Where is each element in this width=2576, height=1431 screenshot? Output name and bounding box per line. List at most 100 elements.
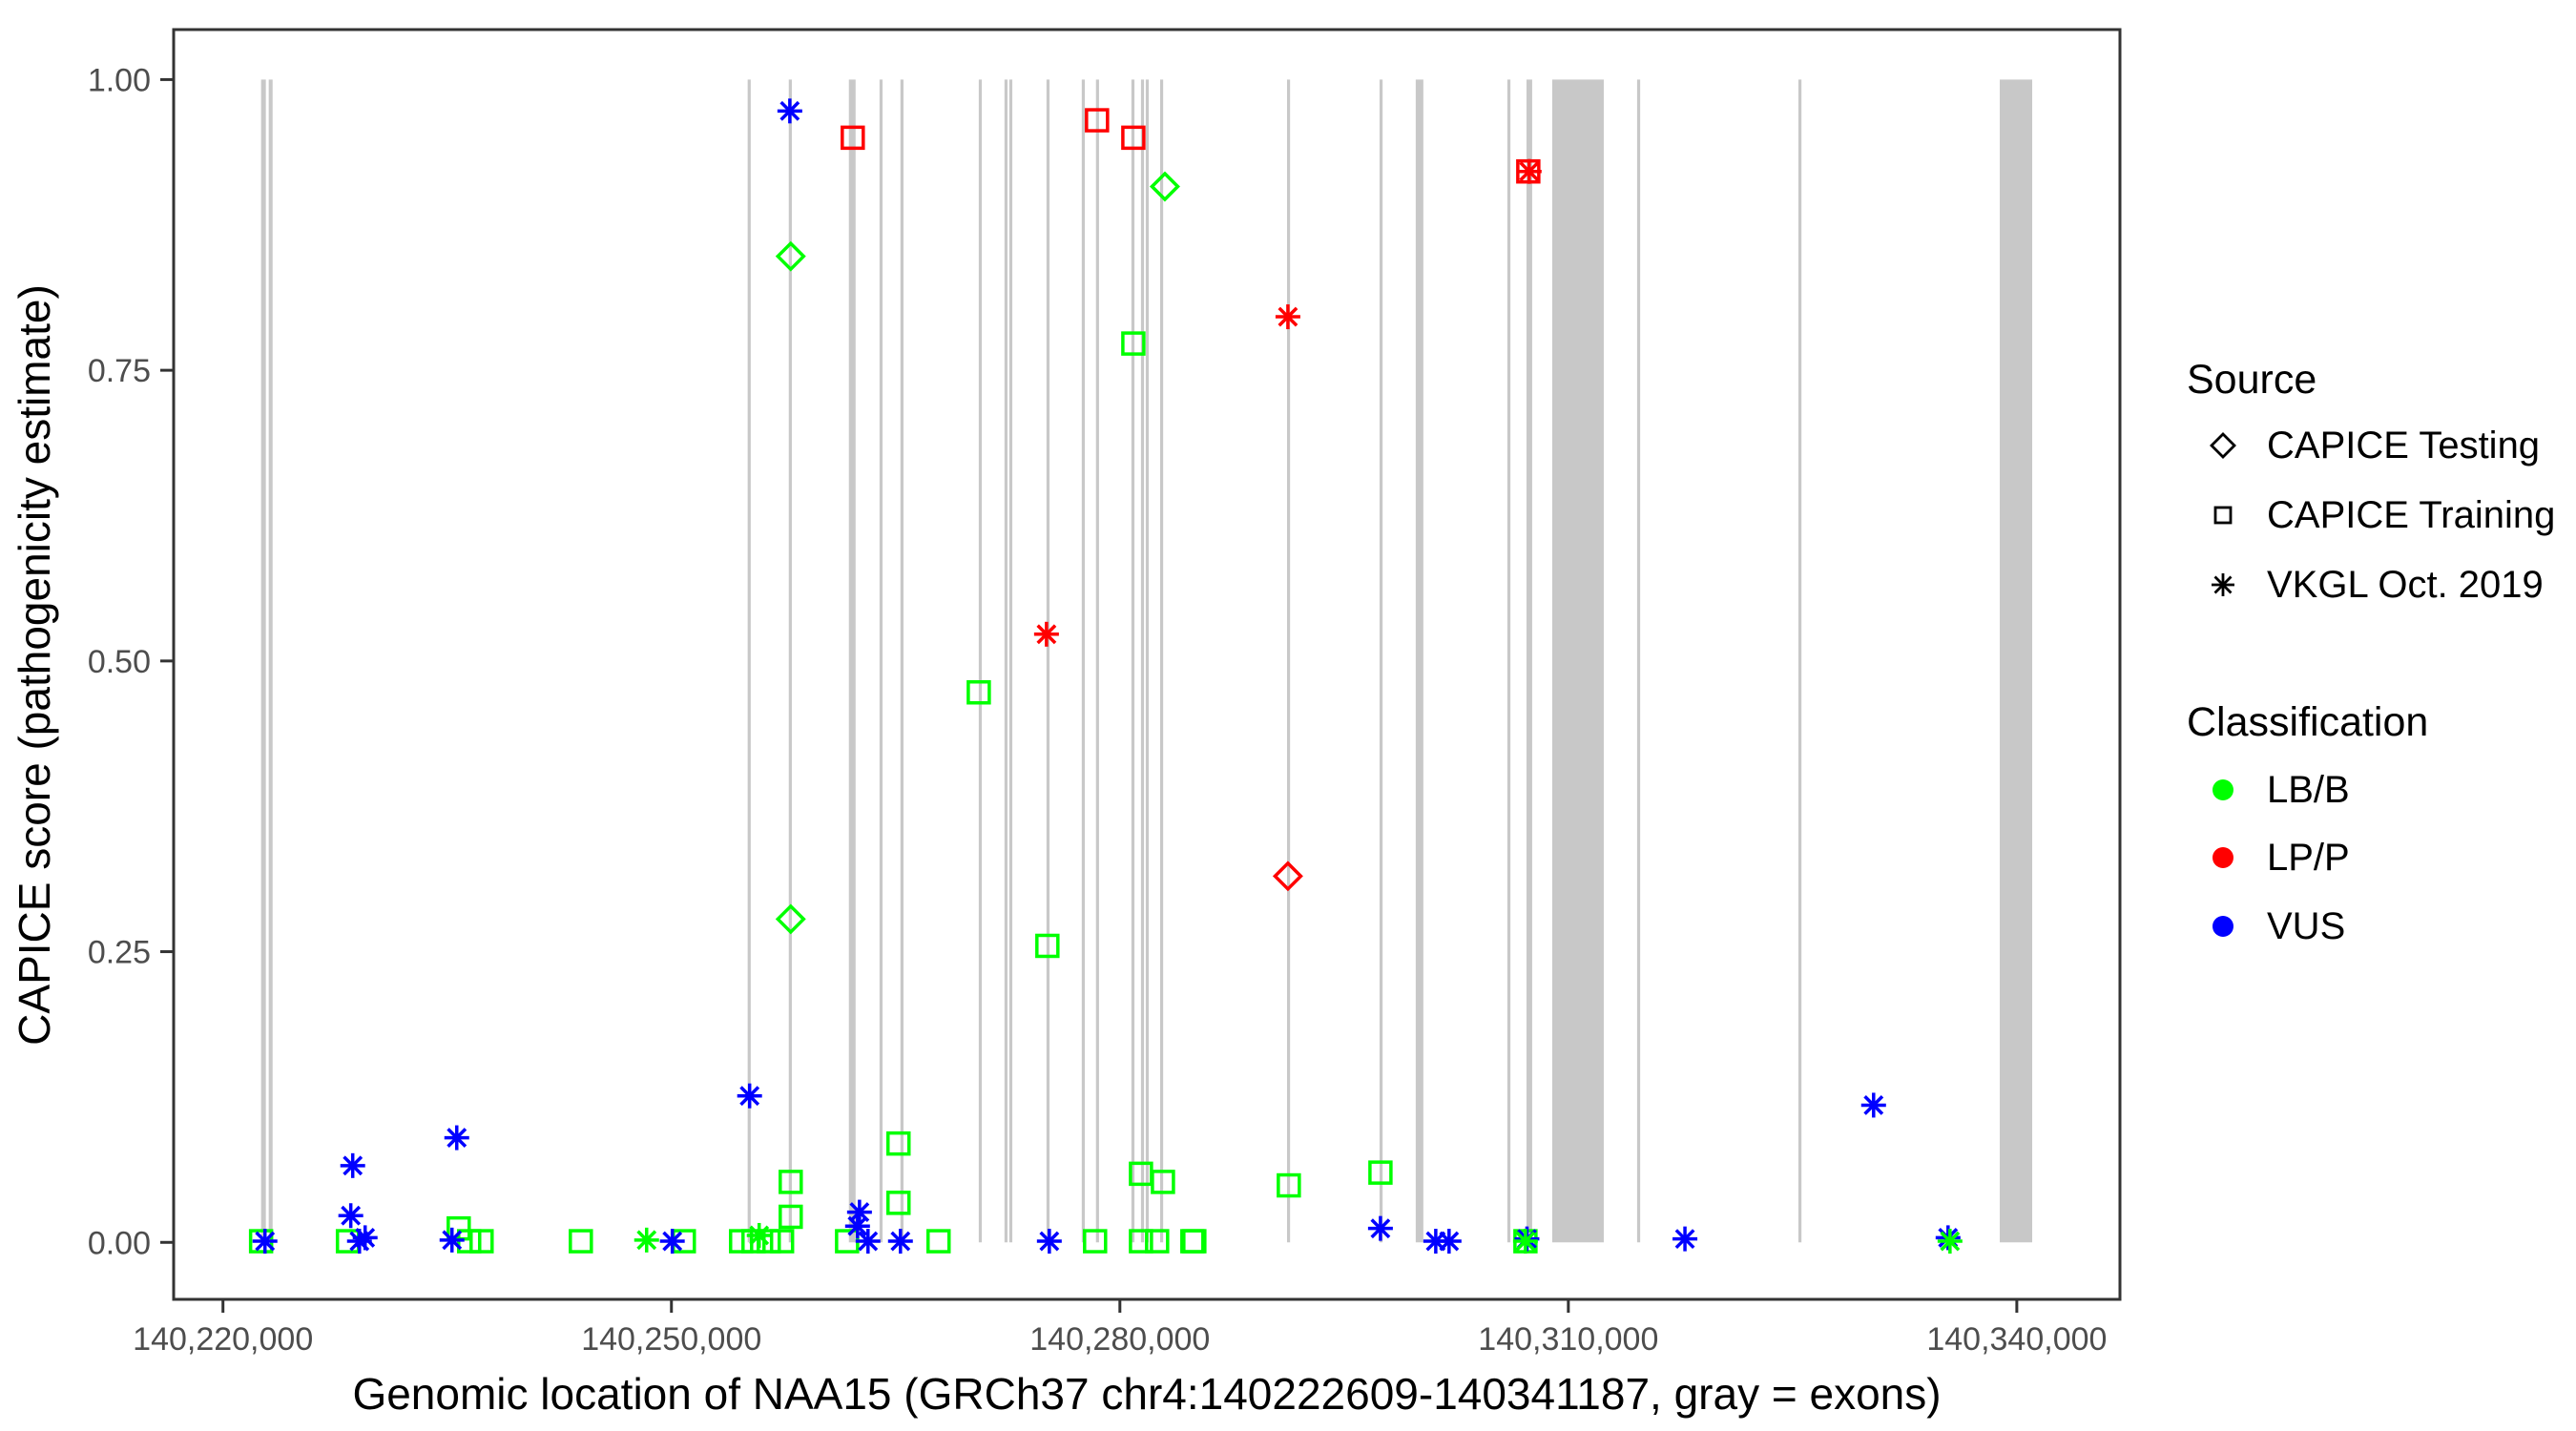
data-point-asterisk: [1367, 1215, 1393, 1241]
exon-bar: [900, 79, 904, 1243]
data-point-asterisk: [439, 1227, 465, 1253]
legend-item-vkgl-oct-2019: VKGL Oct. 2019: [2204, 562, 2544, 608]
legend-item-label: CAPICE Testing: [2267, 424, 2541, 467]
exon-bar: [1797, 79, 1802, 1243]
legend-item-capice-testing: CAPICE Testing: [2204, 423, 2540, 468]
legend-item-vus: VUS: [2204, 903, 2345, 949]
data-point-square: [1145, 1229, 1170, 1254]
y-tick-label: 0.00: [88, 1225, 151, 1261]
square-icon: [2213, 506, 2233, 525]
data-point-square: [1129, 1229, 1153, 1254]
data-point-diamond: [775, 903, 806, 935]
exon-bar: [268, 79, 273, 1243]
data-point-asterisk: [1436, 1229, 1462, 1255]
y-axis: 0.00 0.25 0.50 0.75 1.00: [88, 62, 174, 1261]
x-axis-title: Genomic location of NAA15 (GRCh37 chr4:1…: [352, 1369, 1941, 1419]
legend: Source CAPICE Testing CAPICE Training VKGL…: [2175, 0, 2576, 1431]
exon-bar: [1145, 79, 1150, 1243]
legend-source-title: Source: [2187, 357, 2317, 403]
data-point-asterisk: [444, 1125, 469, 1151]
x-tick-label: 140,310,000: [1478, 1321, 1658, 1358]
exon-bar: [788, 79, 792, 1243]
data-point-asterisk: [1033, 621, 1059, 647]
exon-bar: [1131, 79, 1135, 1243]
exon-bar: [1526, 79, 1532, 1243]
data-point-square: [966, 680, 991, 705]
data-point-square: [1277, 1172, 1301, 1198]
exon-bar: [1081, 79, 1086, 1243]
data-point-diamond: [775, 240, 806, 272]
data-point-square: [841, 125, 865, 151]
exon-bar: [1004, 79, 1008, 1243]
data-point-square: [769, 1229, 795, 1254]
exon-bar: [1159, 79, 1164, 1243]
data-point-square: [1035, 933, 1060, 959]
data-point-square: [1368, 1160, 1393, 1185]
x-tick-label: 140,250,000: [581, 1321, 761, 1358]
data-point-asterisk: [1937, 1229, 1963, 1255]
exon-bar: [1046, 79, 1050, 1243]
exon-bar: [978, 79, 983, 1243]
data-point-asterisk: [1512, 1229, 1538, 1255]
legend-item-label: VUS: [2267, 904, 2346, 947]
data-point-square: [886, 1130, 911, 1156]
exon-bar: [848, 79, 856, 1243]
data-point-square: [1151, 1170, 1175, 1194]
data-point-square: [1182, 1229, 1207, 1254]
data-point-asterisk: [1036, 1229, 1062, 1255]
data-point-asterisk: [887, 1229, 913, 1255]
data-point-asterisk: [746, 1222, 772, 1248]
data-point-square: [469, 1229, 494, 1254]
data-point-asterisk: [1275, 304, 1300, 330]
x-tick-label: 140,340,000: [1926, 1321, 2107, 1358]
y-tick-label: 1.00: [88, 62, 151, 98]
data-point-square: [1121, 125, 1146, 151]
diamond-icon: [2210, 432, 2236, 459]
data-point-asterisk: [1672, 1226, 1698, 1252]
data-point-asterisk: [777, 98, 802, 124]
exon-bar: [879, 79, 883, 1243]
data-point-square: [886, 1191, 911, 1215]
legend-item-lp-p: LP/P: [2204, 835, 2350, 881]
data-point-asterisk: [338, 1203, 364, 1229]
x-axis: 140,220,000 140,250,000 140,280,000 140,310…: [133, 1299, 2107, 1358]
data-point-diamond: [1149, 171, 1180, 202]
dot-icon: [2212, 779, 2233, 800]
y-tick-label: 0.25: [88, 935, 151, 971]
data-point-asterisk: [659, 1229, 685, 1255]
data-point-asterisk: [855, 1229, 881, 1255]
legend-item-label: LB/B: [2267, 768, 2350, 811]
legend-item-label: LP/P: [2267, 836, 2350, 879]
exon-bar: [1008, 79, 1013, 1243]
data-point-square: [779, 1170, 803, 1194]
data-point-square: [569, 1229, 593, 1254]
y-tick-label: 0.75: [88, 353, 151, 389]
data-point-asterisk: [340, 1152, 365, 1178]
data-point-asterisk: [352, 1225, 378, 1251]
exon-bar: [1379, 79, 1383, 1243]
exon-bar: [1095, 79, 1099, 1243]
exon-bar: [747, 79, 751, 1243]
y-tick-label: 0.50: [88, 644, 151, 680]
exon-bar: [260, 79, 266, 1243]
data-point-square: [1085, 108, 1110, 133]
data-point-asterisk: [252, 1229, 278, 1255]
data-point-asterisk: [634, 1227, 659, 1253]
exon-bar: [1551, 79, 1604, 1243]
data-point-square: [1121, 331, 1146, 356]
legend-item-label: CAPICE Training: [2267, 493, 2556, 536]
legend-item-capice-training: CAPICE Training: [2204, 492, 2555, 538]
dot-icon: [2212, 916, 2233, 937]
exon-bar: [1636, 79, 1641, 1243]
x-tick-label: 140,220,000: [133, 1321, 313, 1358]
exon-bar: [1506, 79, 1511, 1243]
data-point-asterisk: [846, 1199, 872, 1225]
data-point-asterisk: [1860, 1092, 1886, 1118]
exon-bar: [2000, 79, 2033, 1243]
exon-bar: [1140, 79, 1145, 1243]
data-point-square: [779, 1204, 803, 1230]
legend-item-label: VKGL Oct. 2019: [2267, 563, 2544, 606]
asterisk-icon: [2212, 573, 2234, 596]
